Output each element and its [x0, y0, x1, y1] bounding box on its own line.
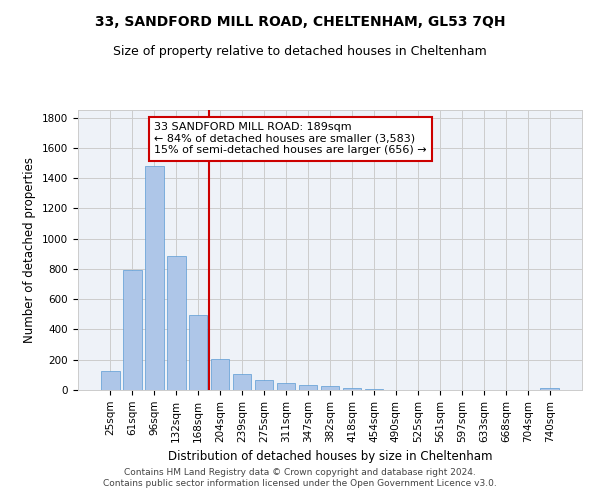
Bar: [541, 388, 559, 390]
Text: Size of property relative to detached houses in Cheltenham: Size of property relative to detached ho…: [113, 45, 487, 58]
Bar: [343, 388, 361, 390]
X-axis label: Distribution of detached houses by size in Cheltenham: Distribution of detached houses by size …: [168, 450, 492, 463]
Bar: [189, 315, 208, 390]
Bar: [255, 380, 274, 390]
Bar: [233, 374, 251, 390]
Bar: [320, 386, 340, 390]
Text: Contains HM Land Registry data © Crown copyright and database right 2024.
Contai: Contains HM Land Registry data © Crown c…: [103, 468, 497, 487]
Bar: [277, 383, 295, 390]
Bar: [101, 371, 119, 390]
Bar: [299, 385, 317, 390]
Bar: [123, 270, 142, 390]
Bar: [167, 256, 185, 390]
Bar: [145, 166, 164, 390]
Text: 33 SANDFORD MILL ROAD: 189sqm
← 84% of detached houses are smaller (3,583)
15% o: 33 SANDFORD MILL ROAD: 189sqm ← 84% of d…: [154, 122, 427, 156]
Y-axis label: Number of detached properties: Number of detached properties: [23, 157, 37, 343]
Bar: [211, 359, 229, 390]
Text: 33, SANDFORD MILL ROAD, CHELTENHAM, GL53 7QH: 33, SANDFORD MILL ROAD, CHELTENHAM, GL53…: [95, 15, 505, 29]
